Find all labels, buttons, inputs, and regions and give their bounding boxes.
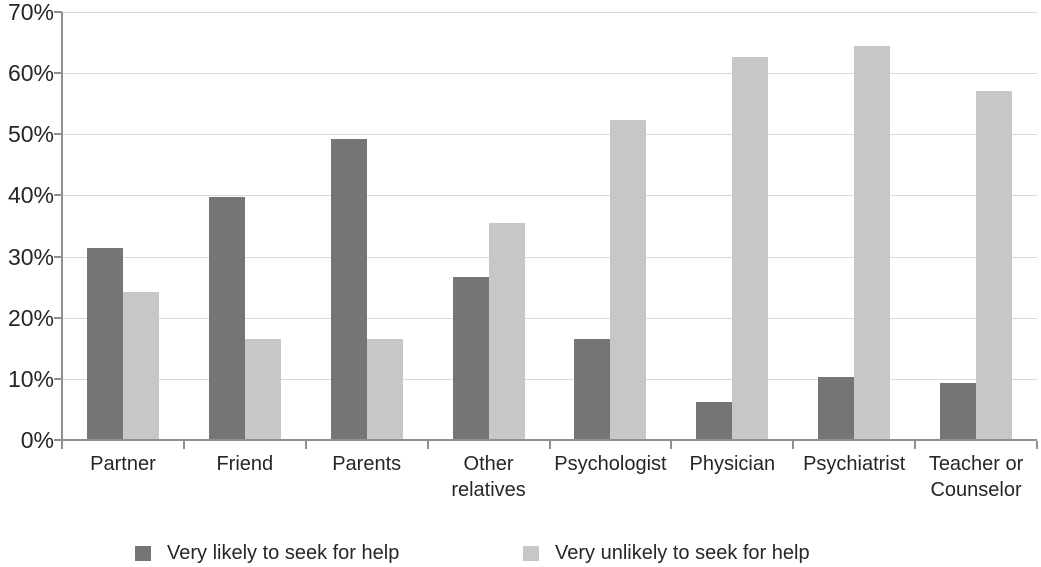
y-axis-labels: 0% 10% 20% 30% 40% 50% 60% 70% bbox=[0, 0, 54, 453]
x-axis-label-5: Physician bbox=[689, 453, 776, 475]
x-tick-7 bbox=[914, 441, 917, 449]
y-axis-label-40: 40% bbox=[7, 182, 54, 209]
y-axis-label-0: 0% bbox=[20, 427, 54, 453]
x-axis-label-0: Partner bbox=[90, 453, 156, 475]
y-axis-line bbox=[61, 12, 63, 442]
y-tick-50 bbox=[54, 133, 62, 136]
y-axis-label-50: 50% bbox=[7, 121, 54, 148]
x-axis-labels: Partner Friend Parents Other relatives Psych… bbox=[62, 451, 1037, 511]
y-axis-label-10: 10% bbox=[7, 365, 54, 392]
y-axis-label-30: 30% bbox=[7, 243, 54, 270]
x-tick-3 bbox=[426, 441, 429, 449]
bar-unlikely-4 bbox=[610, 120, 647, 439]
y-axis-label-20: 20% bbox=[7, 304, 54, 331]
legend: Very likely to seek for help Very unlike… bbox=[0, 540, 1041, 567]
gridline-20 bbox=[62, 317, 1037, 319]
bar-unlikely-6 bbox=[854, 45, 891, 439]
gridline-70 bbox=[62, 12, 1037, 13]
bar-likely-0 bbox=[86, 247, 123, 439]
bar-likely-6 bbox=[818, 377, 855, 439]
bar-likely-1 bbox=[208, 196, 245, 439]
x-tick-8 bbox=[1036, 441, 1038, 449]
y-tick-40 bbox=[54, 194, 62, 197]
bar-unlikely-1 bbox=[244, 339, 281, 439]
y-tick-70 bbox=[54, 11, 62, 13]
x-tick-1 bbox=[182, 441, 185, 449]
gridline-40 bbox=[62, 195, 1037, 197]
y-tick-0 bbox=[54, 439, 62, 441]
bar-likely-3 bbox=[452, 276, 489, 439]
bar-unlikely-0 bbox=[122, 292, 159, 439]
legend-label-very-unlikely: Very unlikely to seek for help bbox=[555, 542, 810, 564]
x-axis-line bbox=[54, 439, 1037, 441]
gridline-60 bbox=[62, 73, 1037, 75]
x-tick-4 bbox=[548, 441, 551, 449]
bar-likely-2 bbox=[330, 138, 367, 439]
y-tick-60 bbox=[54, 72, 62, 75]
gridline-10 bbox=[62, 378, 1037, 380]
bar-likely-4 bbox=[574, 338, 611, 439]
x-axis-label-7: Teacher or Counselor bbox=[928, 453, 1024, 501]
x-axis-label-3: Other relatives bbox=[451, 453, 526, 501]
x-tick-2 bbox=[304, 441, 307, 449]
bar-unlikely-2 bbox=[366, 339, 403, 439]
bar-likely-5 bbox=[696, 401, 733, 439]
legend-swatch-very-unlikely bbox=[523, 546, 539, 561]
y-axis-label-70: 70% bbox=[7, 0, 54, 25]
bar-unlikely-7 bbox=[976, 91, 1013, 439]
bar-unlikely-3 bbox=[488, 223, 525, 439]
bar-unlikely-5 bbox=[732, 57, 769, 439]
y-tick-20 bbox=[54, 316, 62, 319]
y-axis-label-60: 60% bbox=[7, 60, 54, 87]
x-axis-label-1: Friend bbox=[216, 453, 274, 475]
x-axis-label-4: Psychologist bbox=[554, 453, 667, 475]
legend-item-very-likely: Very likely to seek for help bbox=[135, 542, 399, 565]
legend-label-very-likely: Very likely to seek for help bbox=[167, 542, 400, 564]
x-tick-6 bbox=[792, 441, 795, 449]
x-tick-0 bbox=[61, 441, 63, 449]
x-tick-5 bbox=[670, 441, 673, 449]
gridline-30 bbox=[62, 256, 1037, 258]
bar-likely-7 bbox=[940, 383, 977, 439]
y-tick-30 bbox=[54, 255, 62, 258]
y-tick-10 bbox=[54, 377, 62, 380]
legend-swatch-very-likely bbox=[135, 546, 151, 561]
legend-item-very-unlikely: Very unlikely to seek for help bbox=[523, 542, 810, 565]
gridline-50 bbox=[62, 134, 1037, 136]
x-axis-label-2: Parents bbox=[332, 453, 402, 475]
x-axis-label-6: Psychiatrist bbox=[803, 453, 906, 475]
plot-area bbox=[54, 11, 1038, 449]
